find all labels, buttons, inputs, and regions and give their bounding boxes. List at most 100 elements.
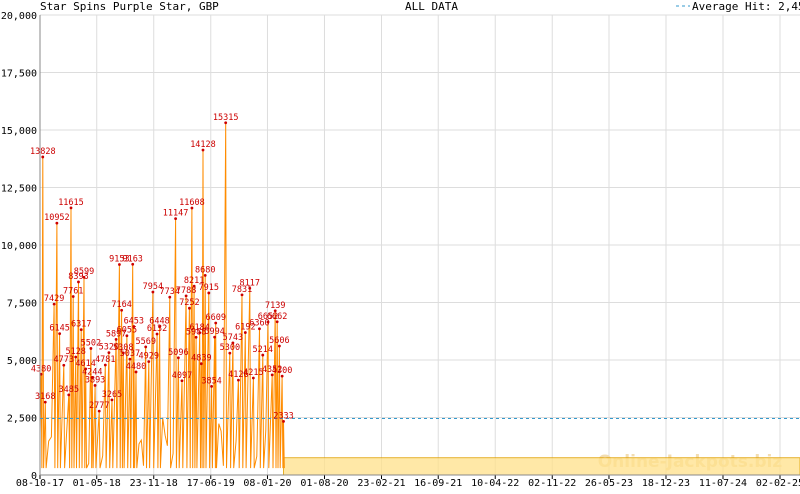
x-tick-label: 08-01-20 xyxy=(243,478,291,489)
peak-point xyxy=(240,293,244,297)
x-tick-label: 01-08-20 xyxy=(300,478,348,489)
y-tick-label: 2,500 xyxy=(7,414,37,425)
peak-value-label: 4300 xyxy=(272,366,292,376)
peak-value-label: 6192 xyxy=(235,323,255,333)
peak-point xyxy=(199,362,203,366)
peak-point xyxy=(134,370,138,374)
peak-point xyxy=(71,295,75,298)
y-tick-label: 12,500 xyxy=(1,184,37,195)
peak-value-label: 6184 xyxy=(189,323,209,333)
peak-point xyxy=(243,331,247,334)
peak-value-label: 4781 xyxy=(95,355,115,365)
peak-value-label: 7252 xyxy=(179,298,199,308)
peak-point xyxy=(277,344,281,348)
peak-value-label: 4614 xyxy=(75,359,95,369)
peak-value-label: 4773 xyxy=(54,355,74,365)
peak-value-label: 6055 xyxy=(117,326,137,336)
peak-point xyxy=(118,263,121,266)
x-tick-label: 17-06-19 xyxy=(187,478,235,489)
peak-point xyxy=(67,393,71,397)
peak-point xyxy=(194,335,198,339)
peak-point xyxy=(97,409,101,413)
peak-value-label: 9153 xyxy=(109,254,129,264)
peak-value-label: 6448 xyxy=(149,317,169,327)
grid-layer xyxy=(39,14,800,476)
peak-value-label: 9163 xyxy=(122,254,142,264)
peak-point xyxy=(155,332,159,336)
peak-value-label: 11608 xyxy=(179,198,205,208)
peak-point xyxy=(84,367,88,371)
peak-value-label: 2333 xyxy=(273,411,293,421)
peak-point xyxy=(213,335,217,339)
peak-point xyxy=(228,351,232,355)
peak-point xyxy=(174,217,178,221)
peak-value-label: 13828 xyxy=(30,147,56,157)
peak-point xyxy=(273,309,277,313)
peak-point xyxy=(79,328,83,332)
peak-point xyxy=(261,353,265,357)
peak-point xyxy=(131,262,135,266)
peak-value-label: 3854 xyxy=(201,376,221,386)
peak-value-label: 5502 xyxy=(81,338,101,348)
peak-value-label: 8117 xyxy=(240,278,260,288)
peak-value-label: 5214 xyxy=(253,345,273,355)
peak-value-label: 4929 xyxy=(139,352,159,362)
peak-value-label: 4352 xyxy=(262,365,282,375)
peak-point xyxy=(93,384,97,387)
peak-value-label: 5994 xyxy=(204,327,224,337)
series-layer xyxy=(39,122,285,469)
peak-point xyxy=(214,321,218,325)
peak-value-label: 11147 xyxy=(163,209,189,219)
peak-value-label: 6132 xyxy=(147,324,167,334)
peak-value-label: 6662 xyxy=(267,312,287,322)
peak-value-label: 5897 xyxy=(106,329,126,339)
peak-point xyxy=(192,284,196,288)
peak-point xyxy=(168,295,172,299)
peak-point xyxy=(89,347,93,350)
peak-point xyxy=(55,221,59,225)
axis-layer: 0 2,500 5,000 7,500 10,000 12,500 15,000 17,500… xyxy=(1,11,800,489)
peak-value-label: 4215 xyxy=(243,368,263,378)
peak-point xyxy=(114,337,118,341)
peak-point xyxy=(144,345,148,349)
peak-value-label: 6145 xyxy=(49,324,69,334)
y-tick-label: 17,500 xyxy=(1,69,37,80)
peak-point xyxy=(184,294,188,298)
peak-point xyxy=(282,419,285,423)
peak-point xyxy=(77,280,80,284)
peak-point xyxy=(258,327,261,331)
jackpot-series-line xyxy=(39,122,285,469)
peak-value-label: 4244 xyxy=(82,367,102,377)
peak-value-label: 4126 xyxy=(228,370,248,380)
x-tick-label: 02-11-22 xyxy=(528,478,576,489)
peak-value-label: 5300 xyxy=(220,343,240,353)
peak-value-label: 7761 xyxy=(63,286,83,296)
peak-value-label: 6652 xyxy=(258,312,278,322)
peak-value-label: 5128 xyxy=(65,347,85,357)
peak-value-label: 4839 xyxy=(191,354,211,364)
y-tick-label: 7,500 xyxy=(7,299,37,310)
peak-point xyxy=(158,325,161,329)
peak-value-label: 7788 xyxy=(176,286,196,296)
peak-value-label: 5320 xyxy=(99,343,119,353)
peak-value-label: 5569 xyxy=(135,337,155,347)
peak-point xyxy=(207,291,211,295)
x-tick-label: 23-02-21 xyxy=(357,478,405,489)
peak-point xyxy=(82,275,86,279)
peak-value-label: 6317 xyxy=(71,320,91,330)
x-tick-label: 10-04-22 xyxy=(471,478,519,489)
peak-point xyxy=(231,341,235,345)
peak-point xyxy=(43,400,47,404)
peak-point xyxy=(125,334,129,338)
peak-point xyxy=(132,325,136,328)
peak-value-label: 7915 xyxy=(199,283,219,293)
peak-point xyxy=(62,363,66,367)
peak-value-label: 4480 xyxy=(126,362,146,372)
peak-value-label: 5743 xyxy=(223,333,243,343)
y-tick-label: 15,000 xyxy=(1,126,37,137)
peak-point xyxy=(180,379,184,383)
peak-value-label: 5606 xyxy=(269,336,289,346)
x-tick-label: 08-10-17 xyxy=(16,478,64,489)
